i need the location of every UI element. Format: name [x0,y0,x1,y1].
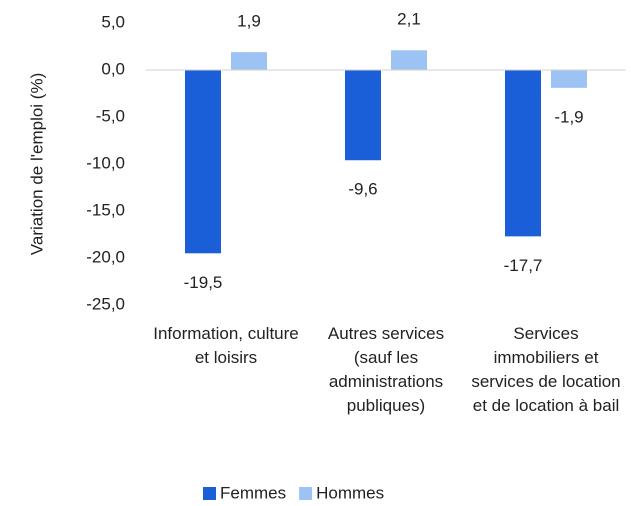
legend-label: Femmes [220,483,286,502]
y-tick-label: -10,0 [86,153,125,172]
y-tick-label: -25,0 [86,294,125,313]
data-label: -19,5 [184,273,223,292]
legend-swatch [299,487,313,500]
data-label: 1,9 [237,12,261,31]
bar [391,50,427,70]
y-tick-label: 5,0 [101,12,125,31]
x-tick-label: Services immobiliers et services de loca… [471,324,621,415]
x-tick-label: Information, culture et loisirs [153,324,299,367]
y-tick-label: -5,0 [96,106,125,125]
bar [505,70,541,237]
y-tick-label: -20,0 [86,247,125,266]
y-tick-label: -15,0 [86,200,125,219]
y-axis-label: Variation de l'emploi (%) [27,73,46,255]
bar [551,70,587,88]
data-label: -9,6 [348,180,377,199]
y-tick-label: 0,0 [101,59,125,78]
data-label: 2,1 [397,10,421,29]
bar [345,70,381,161]
x-tick-label: Autres services (sauf les administration… [327,324,445,415]
bar [231,52,267,70]
legend-swatch [203,487,216,500]
bar [185,70,221,254]
legend-label: Hommes [316,483,384,502]
data-label: -17,7 [504,256,543,275]
data-label: -1,9 [554,107,583,126]
